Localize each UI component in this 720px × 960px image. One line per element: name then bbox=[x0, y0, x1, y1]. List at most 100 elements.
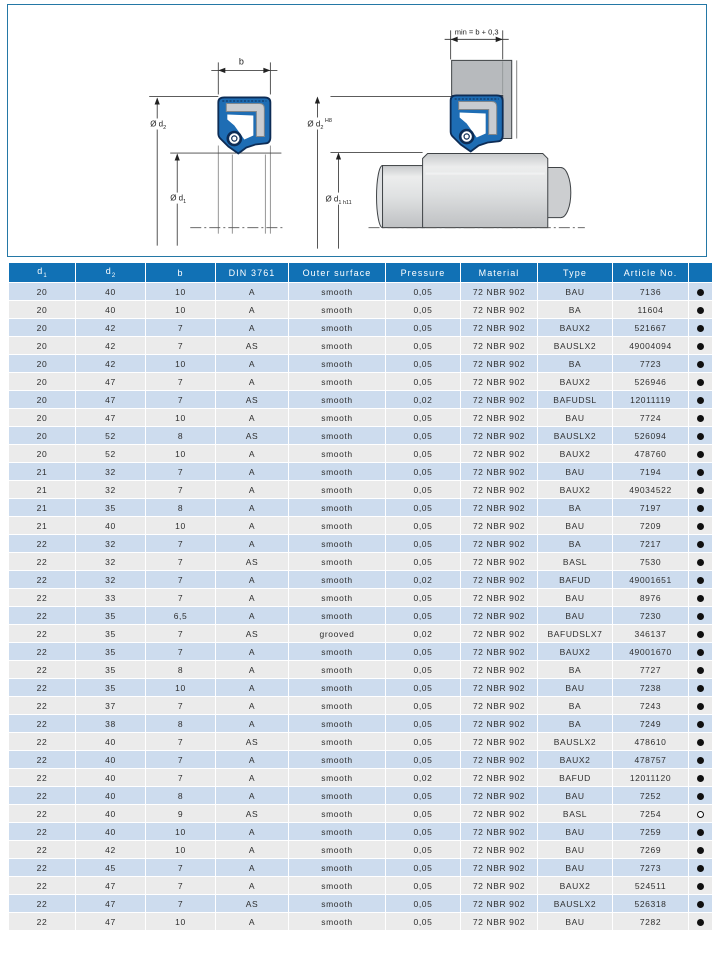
table-cell: smooth bbox=[288, 588, 386, 607]
table-cell: 72 NBR 902 bbox=[460, 768, 538, 787]
table-cell: 20 bbox=[8, 426, 76, 445]
table-cell: 72 NBR 902 bbox=[460, 570, 538, 589]
table-cell: 22 bbox=[8, 750, 76, 769]
table-cell: 22 bbox=[8, 642, 76, 661]
table-cell: 72 NBR 902 bbox=[460, 822, 538, 841]
table-cell: 22 bbox=[8, 732, 76, 751]
availability-dot-filled bbox=[697, 522, 704, 530]
table-cell: A bbox=[215, 786, 289, 805]
table-cell: 0,05 bbox=[385, 282, 461, 301]
table-cell: 32 bbox=[75, 480, 146, 499]
availability-cell bbox=[688, 624, 713, 643]
table-cell: 20 bbox=[8, 318, 76, 337]
availability-cell bbox=[688, 912, 713, 931]
column-header: Material bbox=[460, 262, 538, 283]
table-cell: 8 bbox=[145, 714, 216, 733]
table-cell: 0,05 bbox=[385, 318, 461, 337]
table-cell: 49001670 bbox=[612, 642, 689, 661]
table-cell: 35 bbox=[75, 624, 146, 643]
availability-dot-filled bbox=[697, 468, 704, 476]
b-dimension-label: b bbox=[239, 56, 244, 66]
column-header: Article No. bbox=[612, 262, 689, 283]
label-mask bbox=[168, 192, 195, 204]
table-cell: BAUX2 bbox=[537, 876, 613, 895]
table-cell: BAU bbox=[537, 858, 613, 877]
table-cell: A bbox=[215, 714, 289, 733]
table-cell: 7 bbox=[145, 858, 216, 877]
table-cell: 478757 bbox=[612, 750, 689, 769]
table-cell: smooth bbox=[288, 354, 386, 373]
table-cell: 7 bbox=[145, 624, 216, 643]
table-cell: 52 bbox=[75, 426, 146, 445]
table-cell: 72 NBR 902 bbox=[460, 372, 538, 391]
availability-cell bbox=[688, 732, 713, 751]
availability-cell bbox=[688, 552, 713, 571]
availability-cell bbox=[688, 426, 713, 445]
table-cell: 0,05 bbox=[385, 426, 461, 445]
table-cell: A bbox=[215, 912, 289, 931]
table-cell: 35 bbox=[75, 660, 146, 679]
d1-h11-dimension-label: Ø d1 h11 bbox=[325, 195, 351, 207]
availability-dot-filled bbox=[697, 612, 704, 620]
table-cell: 72 NBR 902 bbox=[460, 390, 538, 409]
table-cell: A bbox=[215, 534, 289, 553]
table-cell: 22 bbox=[8, 876, 76, 895]
table-cell: 0,05 bbox=[385, 462, 461, 481]
table-cell: 32 bbox=[75, 570, 146, 589]
table-cell: BAUX2 bbox=[537, 750, 613, 769]
table-cell: 12011119 bbox=[612, 390, 689, 409]
table-cell: 72 NBR 902 bbox=[460, 732, 538, 751]
table-cell: A bbox=[215, 858, 289, 877]
availability-cell bbox=[688, 480, 713, 499]
availability-dot-filled bbox=[697, 342, 704, 350]
table-cell: 32 bbox=[75, 552, 146, 571]
table-cell: 10 bbox=[145, 444, 216, 463]
table-cell: BAUSLX2 bbox=[537, 426, 613, 445]
table-cell: 49001651 bbox=[612, 570, 689, 589]
availability-cell bbox=[688, 498, 713, 517]
table-cell: smooth bbox=[288, 282, 386, 301]
availability-dot-filled bbox=[697, 666, 704, 674]
table-cell: 72 NBR 902 bbox=[460, 354, 538, 373]
availability-dot-filled bbox=[697, 450, 704, 458]
table-cell: 7530 bbox=[612, 552, 689, 571]
table-cell: 0,05 bbox=[385, 300, 461, 319]
availability-dot-filled bbox=[697, 756, 704, 764]
table-cell: 22 bbox=[8, 822, 76, 841]
d2-dimension-label: Ø d2 bbox=[150, 119, 166, 131]
table-cell: 72 NBR 902 bbox=[460, 642, 538, 661]
table-cell: BAFUDSL bbox=[537, 390, 613, 409]
table-cell: 10 bbox=[145, 822, 216, 841]
table-cell: 22 bbox=[8, 570, 76, 589]
table-cell: 7723 bbox=[612, 354, 689, 373]
table-cell: smooth bbox=[288, 408, 386, 427]
table-row: 22 40 7 AS smooth 0,05 72 NBR 902 BAUSLX2 478610 bbox=[8, 732, 713, 751]
availability-dot-filled bbox=[697, 576, 704, 584]
availability-dot-filled bbox=[697, 306, 704, 314]
table-cell: 22 bbox=[8, 588, 76, 607]
table-cell: smooth bbox=[288, 498, 386, 517]
table-cell: A bbox=[215, 840, 289, 859]
table-cell: 47 bbox=[75, 894, 146, 913]
table-cell: AS bbox=[215, 336, 289, 355]
availability-dot-filled bbox=[697, 684, 704, 692]
availability-dot-filled bbox=[697, 702, 704, 710]
table-cell: 0,05 bbox=[385, 660, 461, 679]
table-cell: 20 bbox=[8, 300, 76, 319]
table-cell: 10 bbox=[145, 912, 216, 931]
table-cell: smooth bbox=[288, 642, 386, 661]
table-cell: BA bbox=[537, 714, 613, 733]
shaft bbox=[376, 153, 572, 229]
table-cell: 37 bbox=[75, 696, 146, 715]
label-mask bbox=[148, 118, 175, 130]
table-cell: 10 bbox=[145, 408, 216, 427]
table-cell: 22 bbox=[8, 786, 76, 805]
table-cell: smooth bbox=[288, 480, 386, 499]
